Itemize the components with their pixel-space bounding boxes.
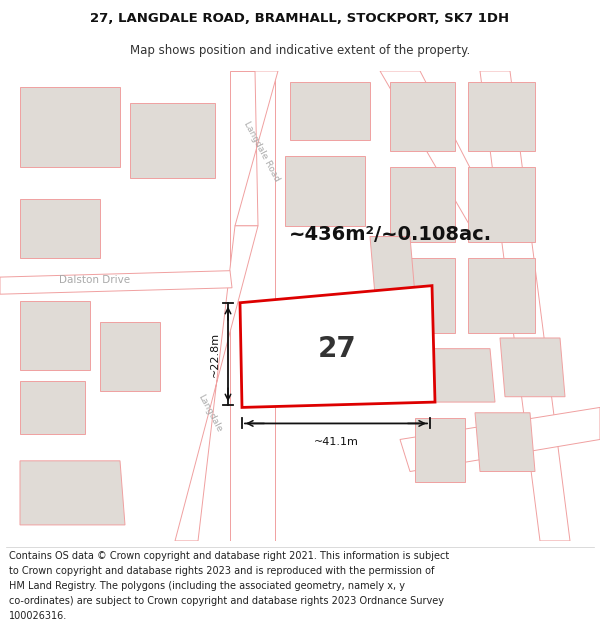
- Polygon shape: [380, 71, 500, 226]
- Polygon shape: [20, 301, 90, 370]
- Polygon shape: [130, 103, 215, 178]
- Text: Contains OS data © Crown copyright and database right 2021. This information is : Contains OS data © Crown copyright and d…: [9, 551, 449, 561]
- Text: Map shows position and indicative extent of the property.: Map shows position and indicative extent…: [130, 44, 470, 57]
- Text: to Crown copyright and database rights 2023 and is reproduced with the permissio: to Crown copyright and database rights 2…: [9, 566, 434, 576]
- Polygon shape: [235, 71, 278, 226]
- Polygon shape: [370, 311, 410, 370]
- Polygon shape: [390, 82, 455, 151]
- Polygon shape: [230, 71, 275, 541]
- Polygon shape: [500, 338, 565, 397]
- Polygon shape: [468, 167, 535, 242]
- Text: 27: 27: [318, 336, 356, 364]
- Text: co-ordinates) are subject to Crown copyright and database rights 2023 Ordnance S: co-ordinates) are subject to Crown copyr…: [9, 596, 444, 606]
- Polygon shape: [480, 71, 570, 541]
- Text: HM Land Registry. The polygons (including the associated geometry, namely x, y: HM Land Registry. The polygons (includin…: [9, 581, 405, 591]
- Polygon shape: [175, 226, 258, 541]
- Polygon shape: [415, 418, 465, 482]
- Polygon shape: [285, 156, 365, 226]
- Polygon shape: [20, 199, 100, 258]
- Polygon shape: [468, 82, 535, 151]
- Polygon shape: [0, 271, 232, 294]
- Polygon shape: [20, 461, 125, 525]
- Text: Dalston Drive: Dalston Drive: [59, 275, 131, 285]
- Polygon shape: [370, 236, 415, 295]
- Text: 100026316.: 100026316.: [9, 611, 67, 621]
- Text: ~41.1m: ~41.1m: [314, 438, 358, 448]
- Polygon shape: [400, 408, 600, 471]
- Polygon shape: [290, 82, 370, 141]
- Text: Langdale Road: Langdale Road: [242, 119, 282, 182]
- Polygon shape: [430, 349, 495, 402]
- Polygon shape: [390, 258, 455, 332]
- Polygon shape: [240, 286, 435, 408]
- Polygon shape: [468, 258, 535, 332]
- Text: ~436m²/~0.108ac.: ~436m²/~0.108ac.: [289, 225, 491, 244]
- Polygon shape: [475, 412, 535, 471]
- Polygon shape: [20, 381, 85, 434]
- Text: Langdale: Langdale: [196, 392, 224, 433]
- Text: ~22.8m: ~22.8m: [210, 331, 220, 377]
- Polygon shape: [390, 167, 455, 242]
- Polygon shape: [100, 322, 160, 391]
- Text: 27, LANGDALE ROAD, BRAMHALL, STOCKPORT, SK7 1DH: 27, LANGDALE ROAD, BRAMHALL, STOCKPORT, …: [91, 12, 509, 25]
- Polygon shape: [20, 87, 120, 167]
